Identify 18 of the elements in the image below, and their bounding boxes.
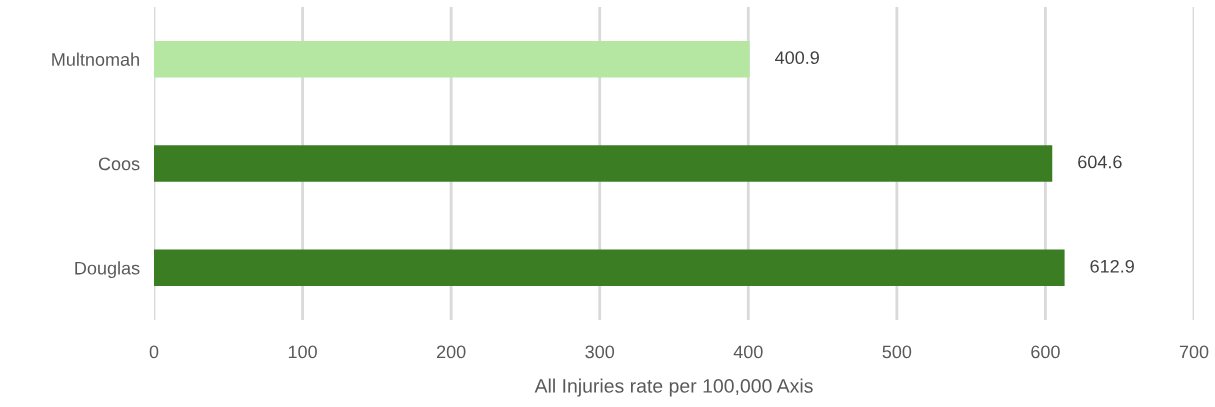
x-axis-title: All Injuries rate per 100,000 Axis [534, 378, 813, 397]
data-label: 400.9 [775, 51, 819, 65]
bar [154, 249, 1065, 287]
x-tick-label: 200 [436, 345, 466, 359]
x-tick-label: 100 [288, 345, 317, 359]
x-tick-label: 500 [882, 345, 912, 359]
y-tick-label: Coos [98, 157, 140, 171]
x-tick-label: 0 [149, 345, 159, 359]
data-label: 604.6 [1078, 155, 1122, 169]
y-tick-label: Multnomah [52, 52, 139, 66]
bar [154, 40, 750, 78]
x-tick-label: 400 [733, 345, 763, 359]
data-label: 612.9 [1090, 259, 1134, 273]
x-tick-label: 700 [1179, 345, 1209, 359]
y-tick-label: Douglas [75, 261, 140, 279]
bar [154, 145, 1053, 182]
x-tick-label: 300 [585, 345, 615, 359]
x-tick-label: 600 [1031, 345, 1060, 359]
